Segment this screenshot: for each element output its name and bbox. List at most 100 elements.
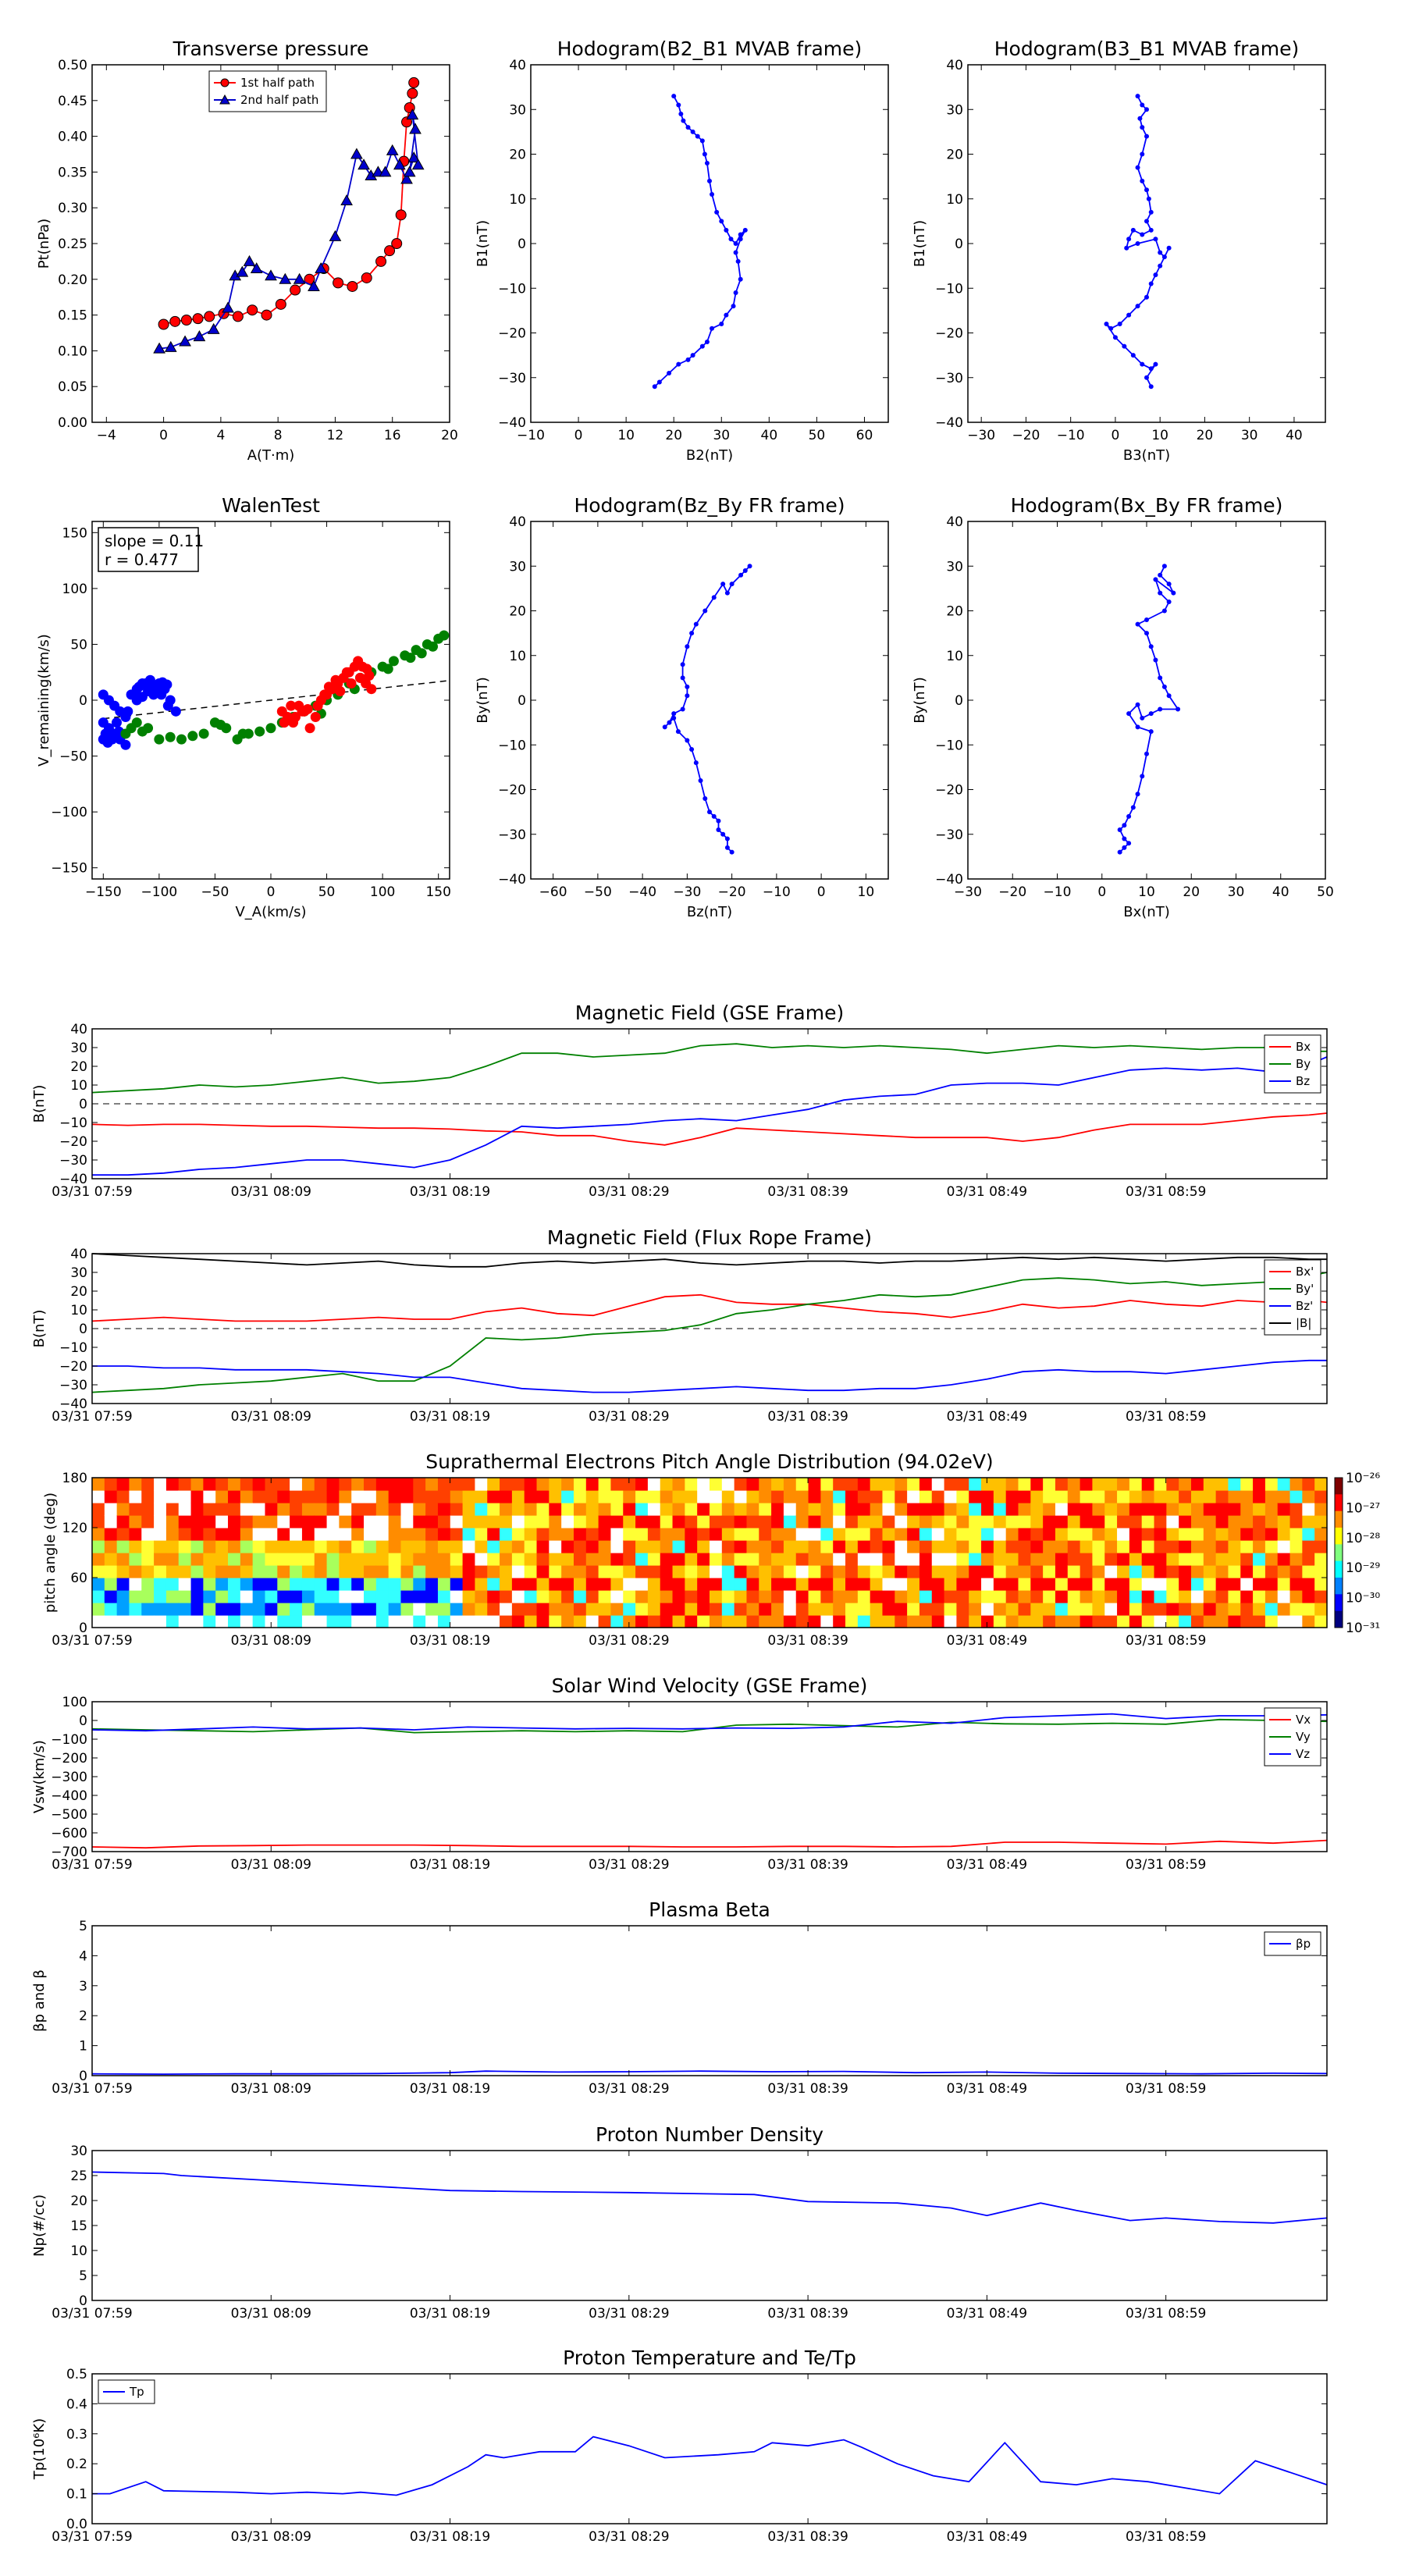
heatmap-cell — [437, 1590, 451, 1603]
heatmap-cell — [240, 1515, 254, 1528]
heatmap-cell — [154, 1478, 167, 1491]
heatmap-cell — [240, 1565, 254, 1578]
heatmap-cell — [1043, 1490, 1056, 1503]
data-point — [237, 728, 248, 739]
heatmap-cell — [475, 1590, 488, 1603]
x-tick-label: 40 — [1272, 884, 1289, 900]
y-tick-label: −30 — [935, 827, 963, 843]
heatmap-cell — [734, 1478, 748, 1491]
heatmap-cell — [931, 1615, 945, 1628]
data-point — [1148, 366, 1154, 372]
data-point — [685, 684, 690, 689]
data-point — [699, 343, 705, 349]
legend-label: Vz — [1296, 1747, 1310, 1761]
x-tick-label: 30 — [1241, 428, 1258, 443]
heatmap-cell — [413, 1503, 426, 1516]
heatmap-cell — [1080, 1540, 1094, 1553]
heatmap-cell — [178, 1503, 192, 1516]
heatmap-cell — [845, 1590, 859, 1603]
heatmap-cell — [1166, 1590, 1179, 1603]
heatmap-cell — [1277, 1553, 1291, 1566]
heatmap-cell — [450, 1553, 464, 1566]
heatmap-cell — [1104, 1615, 1118, 1628]
heatmap-cell — [524, 1553, 538, 1566]
heatmap-cell — [104, 1590, 118, 1603]
series-1st half path — [158, 76, 420, 330]
x-tick-label: −10 — [1044, 884, 1072, 900]
heatmap-cell — [746, 1590, 759, 1603]
heatmap-cell — [919, 1553, 933, 1566]
heatmap-cell — [771, 1515, 784, 1528]
heatmap-cell — [833, 1578, 846, 1591]
heatmap-cell — [734, 1503, 748, 1516]
heatmap-cell — [610, 1565, 624, 1578]
y-tick-label: −150 — [51, 861, 87, 877]
heatmap-cells — [92, 1478, 1328, 1628]
heatmap-cell — [1067, 1478, 1081, 1491]
heatmap-cell — [339, 1615, 352, 1628]
data-point — [1126, 237, 1132, 242]
heatmap-cell — [339, 1590, 352, 1603]
heatmap-cell — [339, 1478, 352, 1491]
heatmap-cell — [388, 1490, 402, 1503]
data-point — [720, 831, 726, 837]
x-tick-label: −30 — [954, 884, 982, 900]
heatmap-cell — [1264, 1478, 1279, 1491]
heatmap-cell — [1240, 1528, 1254, 1541]
data-point — [1144, 751, 1149, 756]
heatmap-cell — [1129, 1603, 1143, 1616]
heatmap-cell — [1005, 1478, 1019, 1491]
heatmap-cell — [228, 1578, 241, 1591]
heatmap-cell — [1215, 1590, 1229, 1603]
data-point — [254, 726, 265, 737]
data-point — [667, 720, 672, 725]
data-point — [1158, 675, 1163, 681]
heatmap-cell — [425, 1578, 439, 1591]
heatmap-cell — [326, 1603, 340, 1616]
heatmap-cell — [154, 1565, 167, 1578]
heatmap-cell — [710, 1515, 723, 1528]
heatmap-cell — [1141, 1515, 1155, 1528]
heatmap-cell — [870, 1578, 884, 1591]
heatmap-cell — [215, 1528, 229, 1541]
heatmap-cell — [511, 1578, 525, 1591]
data-point — [1104, 322, 1109, 327]
data-point — [1140, 178, 1145, 183]
data-point — [207, 322, 220, 334]
heatmap-cell — [154, 1515, 167, 1528]
data-point — [1135, 621, 1140, 627]
plot-frame — [91, 1477, 1328, 1628]
heatmap-cell — [672, 1590, 685, 1603]
heatmap-cell — [116, 1590, 130, 1603]
heatmap-cell — [203, 1528, 216, 1541]
heatmap-cell — [364, 1503, 377, 1516]
heatmap-cell — [450, 1490, 464, 1503]
heatmap-cell — [623, 1603, 636, 1616]
y-tick-label: −40 — [498, 872, 526, 888]
heatmap-cell — [1228, 1590, 1241, 1603]
heatmap-cell — [1166, 1503, 1179, 1516]
heatmap-cell — [203, 1603, 216, 1616]
heatmap-cell — [475, 1503, 488, 1516]
heatmap-cell — [400, 1565, 414, 1578]
x-tick-label: 50 — [318, 884, 336, 900]
data-point — [1144, 107, 1149, 112]
heatmap-cell — [672, 1615, 685, 1628]
heatmap-cell — [783, 1490, 797, 1503]
heatmap-cell — [969, 1540, 982, 1553]
y-tick-label: 0 — [518, 693, 526, 709]
heatmap-cell — [647, 1590, 661, 1603]
data-point — [215, 719, 226, 730]
heatmap-cell — [672, 1478, 685, 1491]
heatmap-cell — [154, 1578, 167, 1591]
heatmap-cell — [290, 1615, 303, 1628]
heatmap-cell — [165, 1615, 180, 1628]
heatmap-cell — [265, 1503, 278, 1516]
x-tick-label: −150 — [85, 884, 122, 900]
heatmap-cell — [141, 1478, 155, 1491]
heatmap-cell — [981, 1565, 994, 1578]
heatmap-cell — [870, 1503, 884, 1516]
heatmap-cell — [524, 1515, 538, 1528]
heatmap-cell — [1104, 1503, 1118, 1516]
data-point — [154, 734, 165, 745]
